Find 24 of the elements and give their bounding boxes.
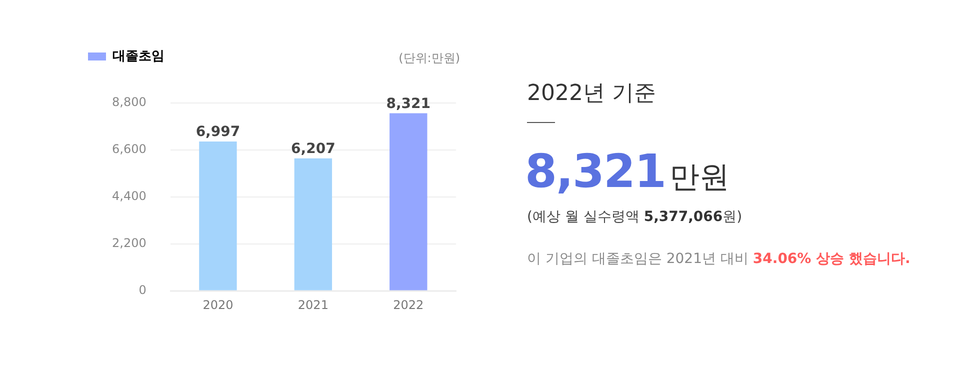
data-label: 6,207 [291, 140, 336, 157]
data-label: 6,997 [196, 124, 240, 140]
text: 34.06% 상승 했습니다. [752, 251, 910, 267]
x-tick-label: 2020 [202, 298, 234, 312]
y-tick-label: 0 [138, 282, 146, 297]
text: 5,377,066 [644, 209, 723, 225]
bar [390, 113, 428, 290]
bar [199, 141, 237, 290]
x-tick-label: 2022 [393, 298, 424, 312]
x-tick-label: 2021 [298, 298, 328, 312]
y-tick-label: 6,600 [112, 142, 146, 156]
text: 만원 [670, 160, 730, 195]
text: (예상 월 실수령액 [527, 209, 640, 225]
data-label: 8,321 [386, 96, 431, 112]
text: 이 기업의 대졸초임은 2021년 대비 [527, 251, 748, 267]
y-tick-label: 8,800 [112, 95, 146, 110]
bar [294, 158, 332, 290]
legend-label: 대졸초임 [112, 48, 164, 64]
text: 원) [722, 209, 742, 225]
text: 2022년 기준 [527, 81, 656, 106]
text: (단위:만원) [398, 51, 460, 65]
y-tick-label: 2,200 [112, 236, 146, 250]
y-tick-label: 4,400 [112, 189, 146, 204]
text: 8,321 [525, 144, 666, 198]
